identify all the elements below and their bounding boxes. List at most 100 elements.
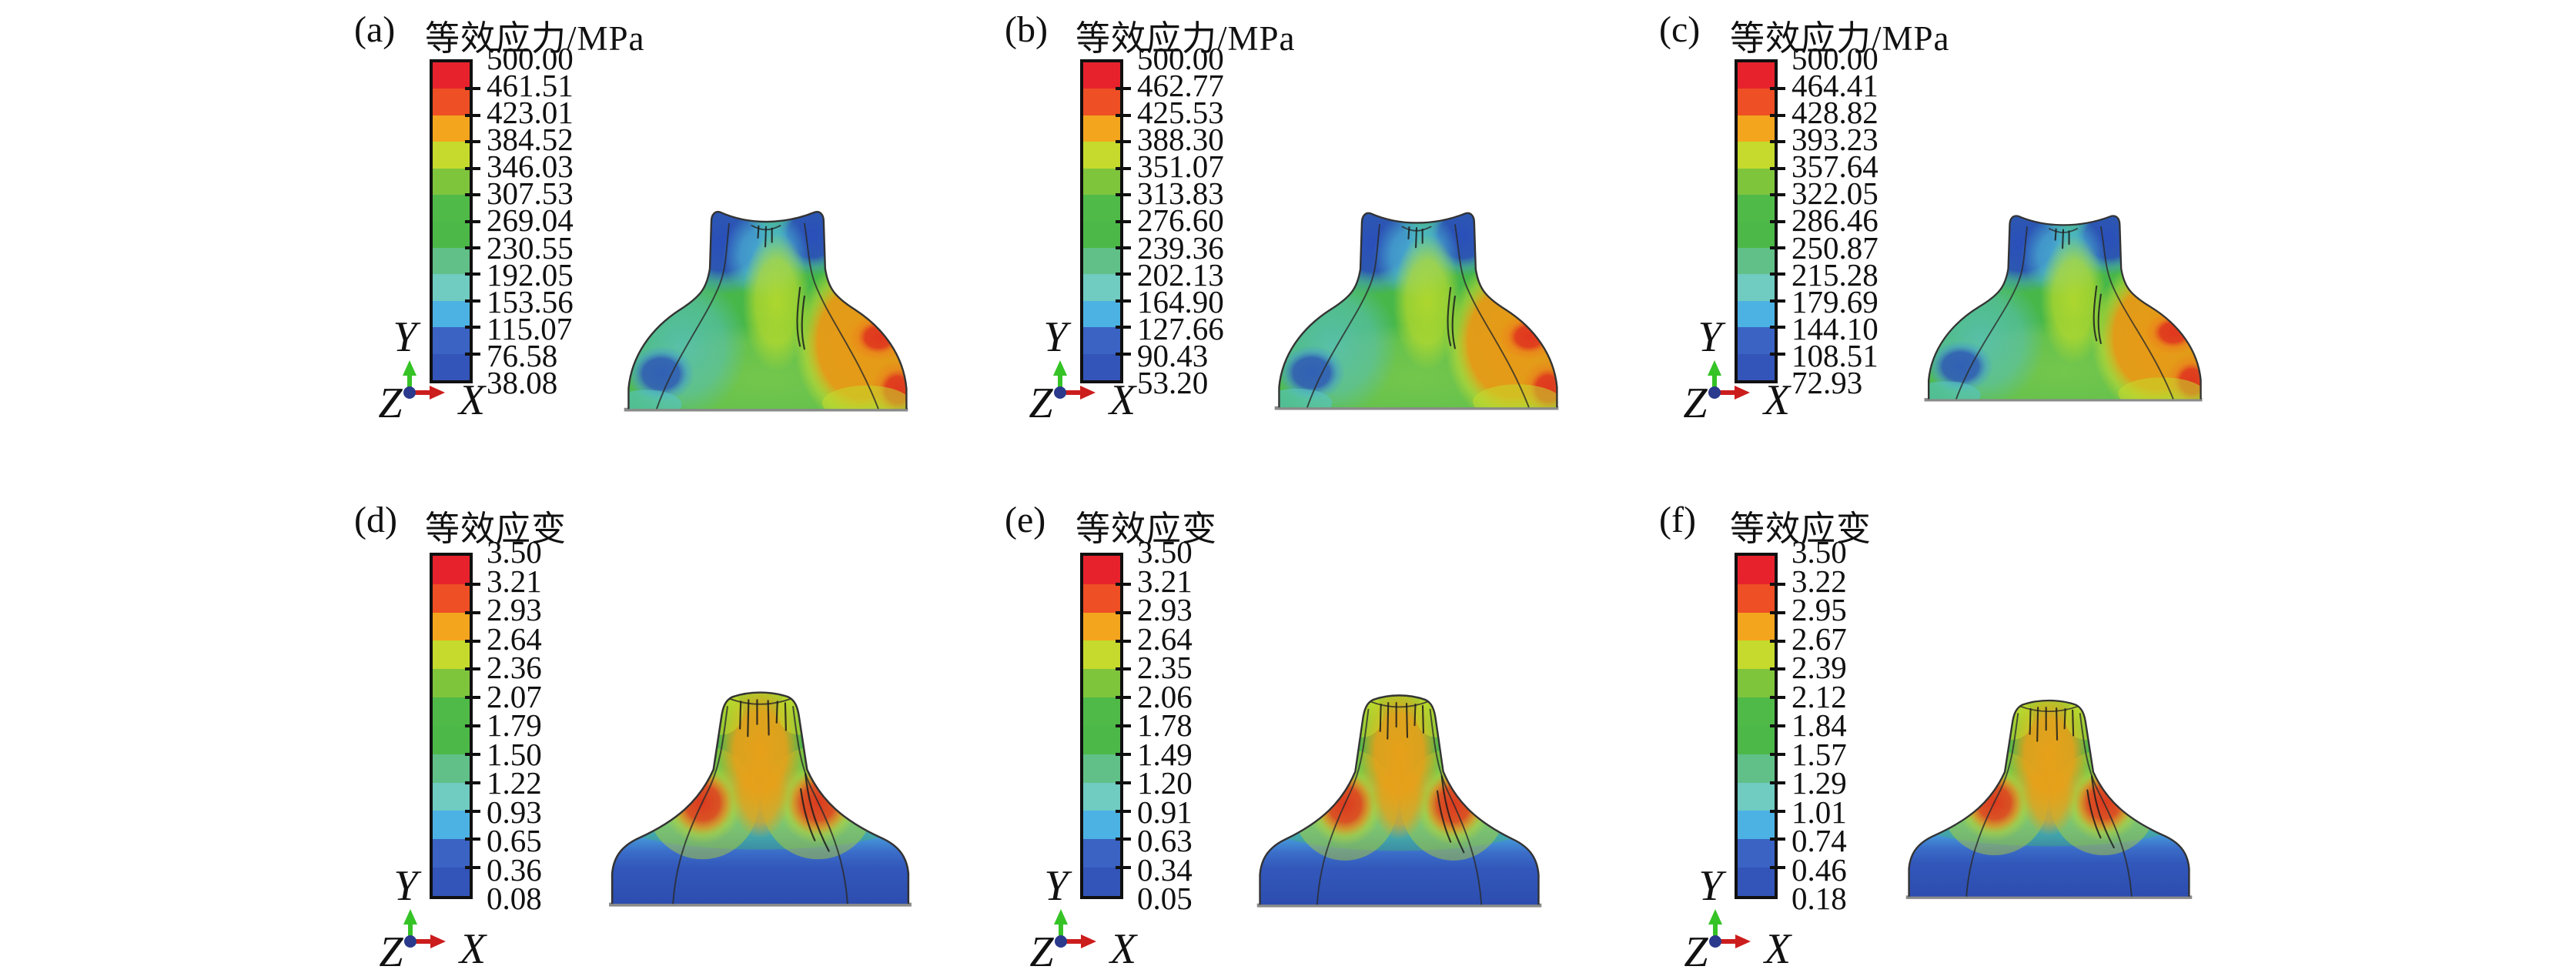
legend-tick-label: 2.12 [1791, 678, 1847, 714]
panel-b: (b) 等效应力/MPa 500.00 462.77 425.53 388.30 351… [989, 6, 1640, 491]
colorbar-segment [1083, 839, 1120, 868]
legend-tick-label: 0.63 [1137, 823, 1193, 858]
colorbar-tick-mark [1770, 140, 1785, 144]
legend-tick-label: 2.39 [1791, 650, 1847, 685]
colorbar-tick-mark [1116, 866, 1131, 870]
colorbar-tick-mark [465, 193, 480, 197]
colorbar-segment [433, 274, 470, 301]
colorbar-segment [433, 697, 470, 726]
colorbar-tick-mark [465, 140, 480, 144]
colorbar-segment [433, 556, 470, 584]
legend-tick-label: 0.91 [1137, 794, 1193, 830]
legend-tick-label: 1.78 [1137, 707, 1193, 743]
legend-tick-label: 0.05 [1137, 881, 1193, 916]
y-axis-arrowhead-icon [1053, 360, 1067, 376]
colorbar-segment [433, 300, 470, 328]
y-axis-arrowhead-icon [1708, 360, 1721, 376]
colorbar-tick-mark [1770, 246, 1785, 249]
colorbar-segment [433, 640, 470, 670]
panel-d: (d) 等效应变 3.50 3.21 2.93 2.64 2.36 2.07 1.79 1.5… [339, 497, 989, 973]
legend-tick-label: 2.93 [1137, 592, 1193, 627]
stress-contour-figure [618, 192, 914, 412]
legend-tick-label: 461.51 [487, 68, 574, 104]
legend-tick-label: 1.49 [1137, 736, 1193, 772]
stress-contour-figure [1269, 194, 1564, 410]
colorbar-tick-mark [1770, 610, 1785, 614]
colorbar-segment [1738, 168, 1775, 196]
colorbar-segment [433, 782, 470, 811]
panel-title: 等效应变 [425, 510, 567, 548]
x-axis-arrowhead-icon [430, 935, 446, 948]
colorbar-tick-labels: 500.00 461.51 423.01 384.52 346.03 307.53 269.… [487, 42, 574, 398]
panel-label: (d) [354, 500, 397, 540]
legend-tick-label: 388.30 [1137, 122, 1224, 158]
colorbar-tick-mark [465, 246, 480, 249]
colorbar-segment [1738, 782, 1775, 811]
colorbar-segment [433, 669, 470, 698]
colorbar-tick-mark [465, 724, 480, 727]
panel-a: (a) 等效应力/MPa 500.00 461.51 423.01 384.52 346… [339, 6, 989, 491]
legend-tick-label: 269.04 [487, 202, 574, 239]
colorbar-tick-mark [465, 696, 480, 700]
legend-tick-label: 72.93 [1791, 364, 1863, 400]
colorbar-tick-mark [465, 639, 480, 643]
colorbar-tick-labels: 3.50 3.22 2.95 2.67 2.39 2.12 1.84 1.57 1.29 1.01… [1791, 534, 1847, 914]
legend-tick-label: 322.05 [1791, 176, 1878, 212]
z-axis-label: Z [1684, 928, 1708, 973]
colorbar-tick-mark [465, 667, 480, 671]
legend-tick-label: 115.07 [487, 310, 573, 346]
colorbar-segment [1738, 612, 1775, 641]
legend-tick-label: 0.74 [1791, 823, 1847, 858]
colorbar-tick-mark [1116, 724, 1131, 727]
colorbar-tick-mark [465, 326, 480, 329]
panel-label: (b) [1005, 9, 1048, 50]
colorbar-segment [1083, 142, 1120, 169]
strain-contour-figure [1902, 685, 2196, 902]
legend-tick-label: 179.69 [1791, 283, 1878, 319]
y-axis-label: Y [1043, 313, 1072, 361]
y-axis-arrowhead-icon [1054, 909, 1068, 925]
colorbar-tick-mark [1116, 219, 1131, 223]
legend-tick-label: 90.43 [1137, 337, 1209, 373]
colorbar-tick-mark [1116, 299, 1131, 303]
colorbar-segment [433, 353, 470, 381]
strain-colorbar [430, 553, 480, 899]
legend-tick-label: 0.93 [487, 794, 542, 830]
axis-triad-icon: Y Z X [1683, 313, 1791, 427]
z-axis-label: Z [1683, 380, 1708, 427]
colorbar-segment [433, 142, 470, 169]
legend-tick-label: 215.28 [1791, 256, 1878, 293]
legend-tick-label: 3.22 [1791, 563, 1847, 599]
x-axis-label: X [458, 925, 488, 973]
legend-tick-label: 2.06 [1137, 678, 1193, 714]
legend-tick-label: 1.84 [1791, 707, 1847, 743]
legend-tick-label: 0.36 [487, 851, 542, 888]
legend-tick-label: 307.53 [487, 176, 574, 212]
colorbar-tick-mark [1770, 219, 1785, 223]
colorbar-tick-mark [1770, 273, 1785, 276]
colorbar-tick-mark [465, 219, 480, 223]
colorbar-segment [1738, 583, 1775, 613]
legend-tick-label: 144.10 [1791, 310, 1878, 346]
colorbar-tick-mark [1116, 140, 1131, 144]
colorbar-segment [1738, 142, 1775, 169]
legend-tick-label: 3.50 [1791, 534, 1847, 570]
colorbar-tick-mark [1116, 809, 1131, 813]
strain-contour-figure [1253, 679, 1546, 911]
legend-tick-label: 2.36 [487, 650, 542, 685]
colorbar-tick-mark [465, 582, 480, 586]
colorbar-segment [1083, 221, 1120, 248]
legend-tick-label: 425.53 [1137, 95, 1224, 131]
colorbar-segment [1083, 195, 1120, 222]
legend-tick-label: 0.65 [487, 823, 542, 858]
colorbar-segment [433, 168, 470, 196]
colorbar-segment [1083, 612, 1120, 641]
z-axis-label: Z [379, 928, 403, 973]
legend-tick-label: 1.20 [1137, 765, 1193, 801]
colorbar-segment [1738, 115, 1775, 142]
legend-tick-label: 500.00 [1137, 41, 1224, 76]
colorbar-segment [1738, 556, 1775, 584]
z-axis-label: Z [1029, 380, 1053, 427]
legend-tick-label: 313.83 [1137, 176, 1224, 212]
colorbar-tick-mark [1116, 781, 1131, 784]
